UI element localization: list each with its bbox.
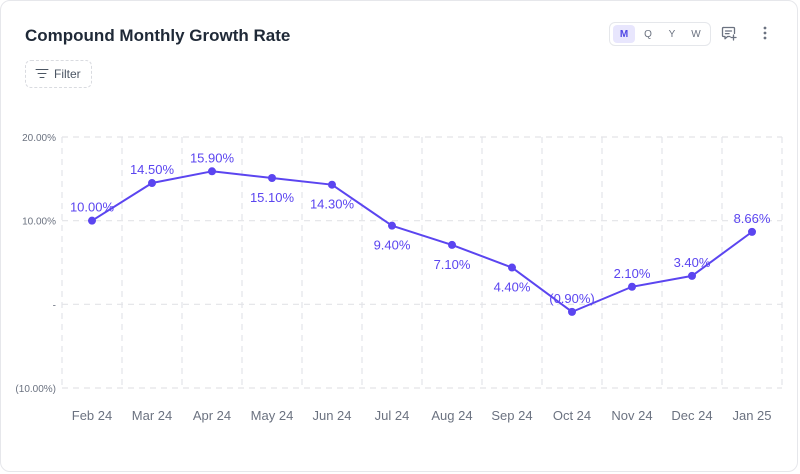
filter-label: Filter <box>54 67 81 81</box>
period-selector: M Q Y W <box>609 22 711 46</box>
y-tick-label: 10.00% <box>22 217 56 228</box>
data-label: 7.10% <box>434 257 471 272</box>
more-options-button[interactable] <box>756 23 774 43</box>
x-tick-label: May 24 <box>251 408 294 423</box>
x-tick-label: Apr 24 <box>193 408 231 423</box>
y-tick-label: 20.00% <box>22 133 56 144</box>
data-point[interactable] <box>88 216 96 225</box>
grid <box>61 136 783 389</box>
series <box>88 167 756 316</box>
x-tick-label: Jun 24 <box>312 408 351 423</box>
x-tick-label: Mar 24 <box>132 408 172 423</box>
data-label: (0.90%) <box>549 291 595 306</box>
period-option-w[interactable]: W <box>691 28 701 40</box>
filter-icon <box>35 69 48 79</box>
y-tick-label: (10.00%) <box>15 384 56 395</box>
x-tick-label: Aug 24 <box>431 408 472 423</box>
data-point[interactable] <box>208 167 216 176</box>
more-vertical-icon <box>763 26 767 40</box>
add-comment-icon <box>721 26 737 41</box>
chart-title: Compound Monthly Growth Rate <box>25 26 291 45</box>
axes: 20.00% 10.00% - (10.00%) Feb 24 Mar 24 Apr 24 M… <box>15 133 771 423</box>
x-tick-label: Sep 24 <box>491 408 532 423</box>
period-option-y[interactable]: Y <box>668 28 676 40</box>
data-point[interactable] <box>688 271 696 280</box>
x-tick-label: Jul 24 <box>375 408 410 423</box>
data-label: 8.66% <box>734 211 771 226</box>
data-point[interactable] <box>448 240 456 249</box>
data-label: 14.30% <box>310 197 355 212</box>
x-tick-label: Dec 24 <box>671 408 712 423</box>
x-tick-label: Jan 25 <box>732 408 771 423</box>
data-point[interactable] <box>268 173 276 182</box>
add-comment-button[interactable] <box>720 23 738 43</box>
data-label: 4.40% <box>494 280 531 295</box>
filter-button[interactable]: Filter <box>25 60 92 88</box>
x-tick-label: Nov 24 <box>611 408 652 423</box>
data-point[interactable] <box>568 307 576 316</box>
data-point[interactable] <box>328 180 336 189</box>
x-tick-label: Oct 24 <box>553 408 591 423</box>
data-label: 3.40% <box>674 255 711 270</box>
data-point[interactable] <box>748 227 756 236</box>
period-option-m[interactable]: M <box>613 25 635 43</box>
y-tick-label: - <box>53 300 56 311</box>
data-label: 14.50% <box>130 162 175 177</box>
data-label: 9.40% <box>374 238 411 253</box>
data-point[interactable] <box>148 179 156 188</box>
data-label: 15.90% <box>190 150 235 165</box>
period-option-q[interactable]: Q <box>644 28 652 40</box>
data-point[interactable] <box>388 221 396 230</box>
series-line <box>91 170 753 313</box>
data-labels: 10.00% 14.50% 15.90% 15.10% 14.30% 9.40% 7.10%… <box>70 150 771 306</box>
data-label: 10.00% <box>70 200 115 215</box>
data-point[interactable] <box>628 282 636 291</box>
data-label: 2.10% <box>614 266 651 281</box>
data-point[interactable] <box>508 263 516 272</box>
data-label: 15.10% <box>250 190 295 205</box>
x-tick-label: Feb 24 <box>72 408 112 423</box>
